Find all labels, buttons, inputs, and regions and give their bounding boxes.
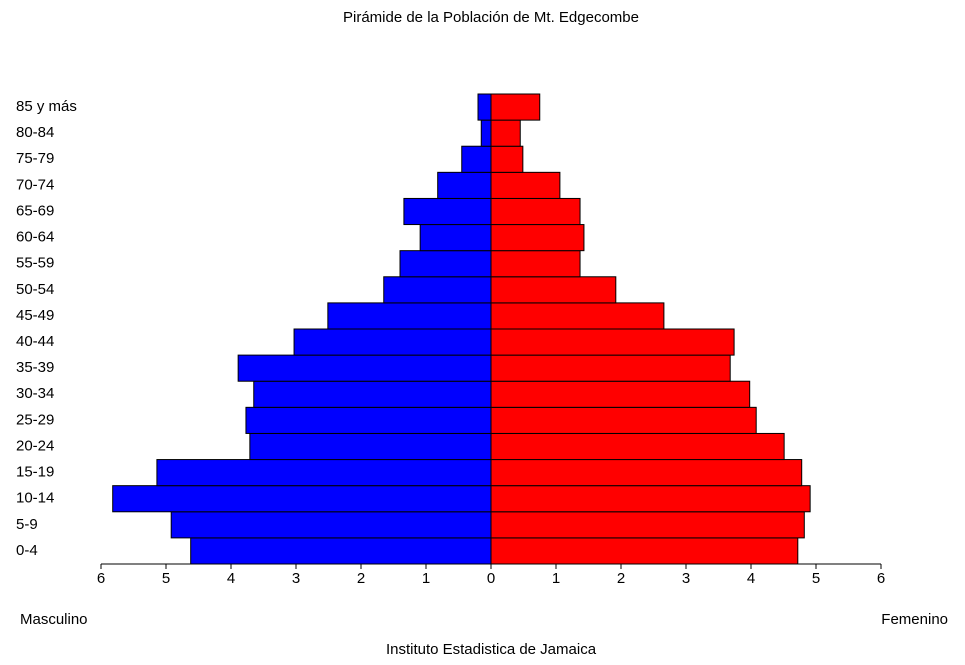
bar [490,328,735,356]
chart-title: Pirámide de la Población de Mt. Edgecomb… [343,9,639,26]
category-label: 0-4 [16,542,38,559]
category-label: 30-34 [16,385,54,402]
x-tick-label: 3 [682,570,690,587]
bar [490,276,617,304]
bar [477,93,492,121]
category-label: 70-74 [16,176,54,193]
bar [490,511,805,539]
category-label: 85 y más [16,98,77,115]
bar [293,328,492,356]
legend-right: Femenino [881,611,948,628]
x-tick-label: 0 [487,570,495,587]
bar [245,406,492,434]
bar [156,459,492,487]
x-tick-label: 6 [97,570,105,587]
category-label: 25-29 [16,411,54,428]
x-tick-label: 2 [617,570,625,587]
bar [490,224,585,252]
bar [490,459,803,487]
category-label: 60-64 [16,229,54,246]
category-label: 5-9 [16,516,38,533]
bar [490,485,811,513]
bar [461,145,492,173]
bar [490,537,799,565]
bar [490,406,757,434]
bar [490,250,581,278]
category-label: 15-19 [16,464,54,481]
category-label: 65-69 [16,202,54,219]
bar [190,537,492,565]
x-tick-label: 6 [877,570,885,587]
category-label: 10-14 [16,490,54,507]
bar [490,171,561,199]
bar [383,276,492,304]
bar [249,432,492,461]
bar [237,354,492,382]
bar [490,93,541,121]
bar [490,302,665,330]
category-label: 45-49 [16,307,54,324]
bar [490,145,524,173]
x-tick-label: 2 [357,570,365,587]
category-label: 75-79 [16,150,54,167]
legend-left: Masculino [20,611,88,628]
x-tick-label: 1 [422,570,430,587]
bar [170,511,492,539]
category-label: 50-54 [16,281,54,298]
bar [403,197,492,226]
bar [490,380,751,408]
bar [327,302,492,330]
x-tick-label: 3 [292,570,300,587]
x-axis-label: Instituto Estadistica de Jamaica [386,641,597,658]
x-tick-label: 5 [812,570,820,587]
bar [490,197,581,226]
x-tick-label: 4 [227,570,235,587]
category-label: 40-44 [16,333,54,350]
category-label: 35-39 [16,359,54,376]
bar [419,224,492,252]
bar [490,432,785,461]
x-tick-label: 5 [162,570,170,587]
category-label: 55-59 [16,255,54,272]
bar [253,380,492,408]
x-tick-label: 1 [552,570,560,587]
category-label: 20-24 [16,437,54,454]
bar [399,250,492,278]
bar [490,354,731,382]
bar [437,171,492,199]
bar [490,119,521,147]
x-tick-label: 4 [747,570,755,587]
bar [112,485,492,513]
bar [480,119,492,147]
category-label: 80-84 [16,124,54,141]
